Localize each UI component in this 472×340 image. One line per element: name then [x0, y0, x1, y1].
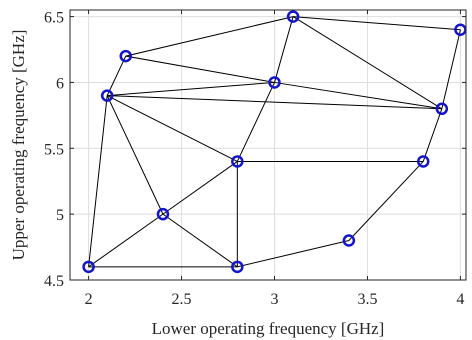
data-point	[119, 49, 133, 63]
graph-edge	[293, 16, 461, 31]
graph-edge	[88, 213, 164, 268]
y-axis-title: Upper operating frequency [GHz]	[9, 30, 28, 261]
x-tick-label: 3.5	[357, 291, 377, 308]
y-tick-label: 6.5	[44, 10, 64, 27]
graph-edge	[348, 161, 424, 241]
grid	[70, 10, 466, 281]
graph-edge	[107, 81, 275, 97]
y-tick-label: 6	[56, 75, 64, 92]
y-tick-label: 5.5	[44, 141, 64, 158]
graph-edge	[162, 213, 238, 268]
graph-edge	[422, 108, 443, 162]
graph-edge	[106, 95, 238, 162]
graph-edge	[441, 29, 461, 109]
graph-edge	[107, 95, 442, 110]
data-point	[342, 234, 356, 247]
x-tick-label: 2	[85, 291, 93, 308]
data-point	[454, 23, 467, 37]
data-point	[416, 155, 430, 168]
graph-edge	[106, 95, 164, 215]
graph-edge	[125, 16, 294, 57]
x-tick-label: 4	[456, 291, 464, 308]
graph-edge	[236, 82, 275, 162]
graph-edge	[125, 55, 275, 83]
y-tick-label: 5	[56, 207, 64, 224]
data-points	[82, 10, 467, 274]
data-point	[268, 76, 281, 89]
y-tick-label: 4.5	[44, 273, 64, 290]
graph-edges	[88, 16, 461, 268]
graph-edge	[274, 81, 442, 110]
graph-edge	[292, 16, 443, 110]
data-point	[286, 10, 300, 23]
data-point	[156, 207, 170, 221]
graph-edge	[88, 95, 108, 267]
x-tick-label: 2.5	[172, 291, 192, 308]
tick-labels: 2 2.5 3 3.5 4 4.5 5 5.5 6 6.5	[44, 10, 466, 308]
data-point	[100, 89, 114, 102]
x-axis-title: Lower operating frequency [GHz]	[152, 319, 385, 338]
data-point	[435, 102, 449, 116]
graph-edge	[162, 161, 238, 215]
data-point	[82, 260, 95, 274]
data-point	[231, 260, 244, 274]
graph-edge	[237, 240, 349, 268]
graph-edge	[106, 55, 127, 96]
graph-edge	[274, 16, 294, 83]
plot-frame	[69, 9, 467, 281]
data-point	[231, 155, 244, 168]
x-tick-label: 3	[271, 291, 279, 308]
